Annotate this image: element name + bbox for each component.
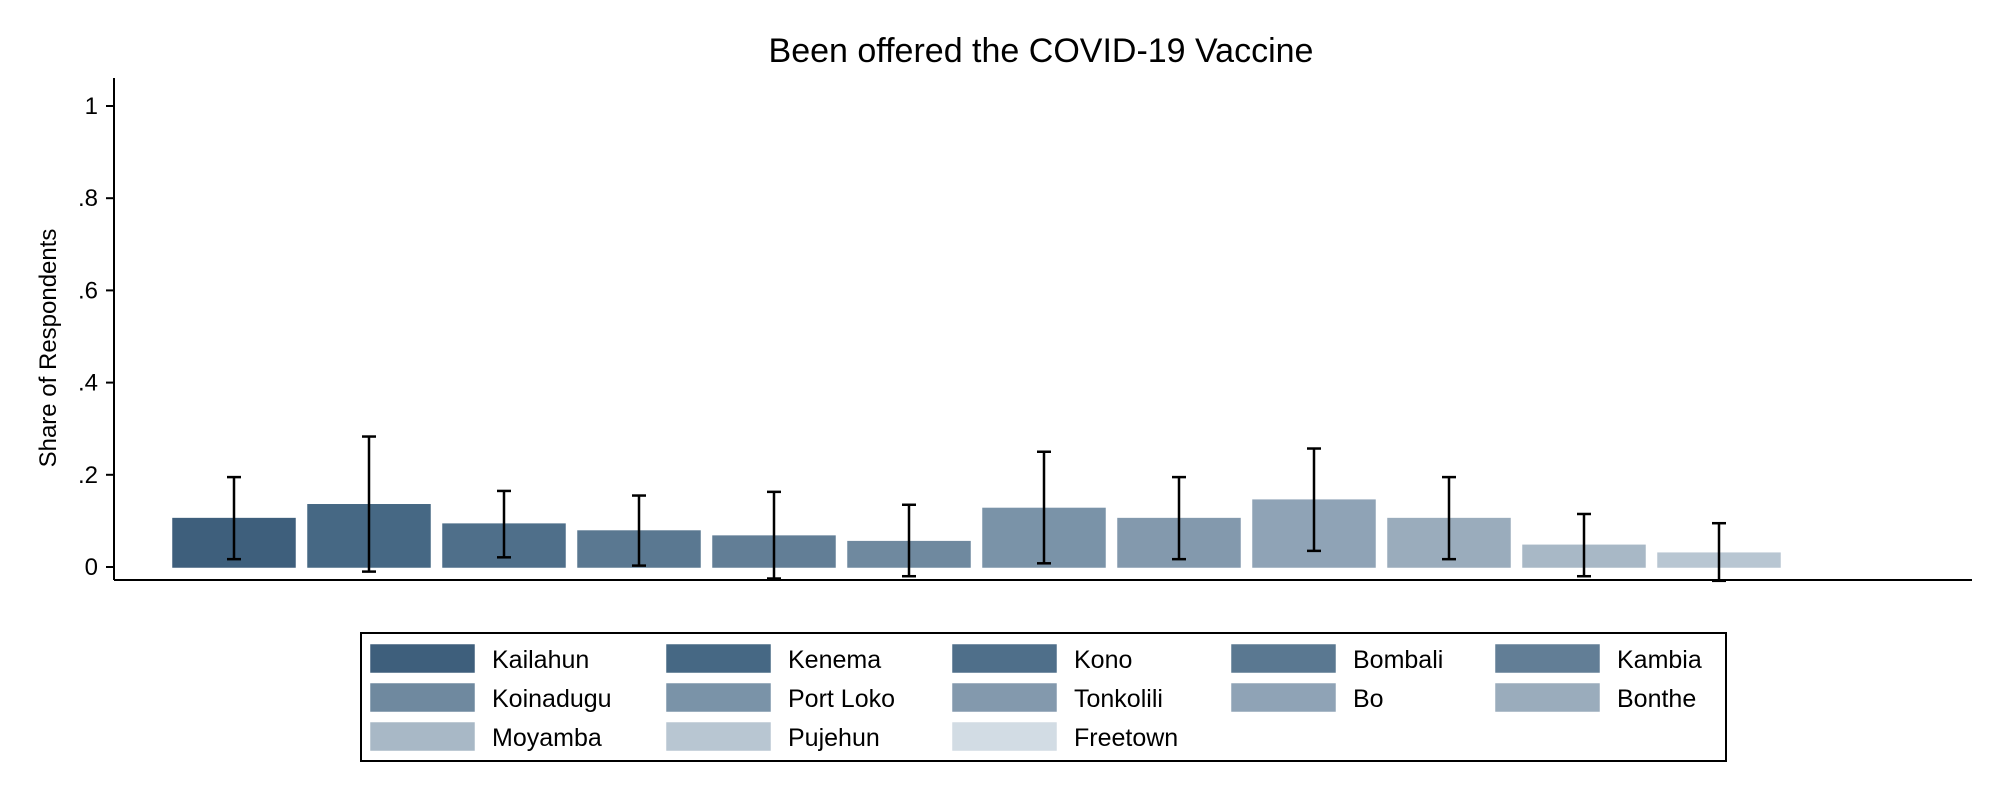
bars xyxy=(172,499,1781,568)
error-bars xyxy=(227,435,1726,583)
legend-swatch xyxy=(1231,683,1336,712)
error-bar-kailahun xyxy=(227,475,241,561)
y-tick-label: .4 xyxy=(78,370,98,397)
chart-title: Been offered the COVID-19 Vaccine xyxy=(769,32,1314,70)
legend-item-bonthe: Bonthe xyxy=(1495,683,1696,713)
legend-swatch xyxy=(1231,644,1336,673)
legend-item-kono: Kono xyxy=(952,644,1132,674)
legend-swatch xyxy=(952,722,1057,751)
legend-label: Koinadugu xyxy=(492,685,612,713)
legend-item-moyamba: Moyamba xyxy=(370,722,602,752)
legend-swatch xyxy=(666,722,771,751)
legend-label: Kono xyxy=(1074,646,1132,674)
legend-label: Bonthe xyxy=(1617,685,1696,713)
legend-label: Freetown xyxy=(1074,724,1178,752)
legend-swatch xyxy=(1495,644,1600,673)
error-bar-bombali xyxy=(632,494,646,567)
legend-label: Kenema xyxy=(788,646,881,674)
error-bar-moyamba xyxy=(1577,512,1591,578)
y-ticks: 0 .2 .4 .6 .8 1 xyxy=(78,93,114,581)
error-bar-kono xyxy=(497,489,511,559)
y-tick-label: .8 xyxy=(78,185,98,212)
legend-item-freetown: Freetown xyxy=(952,722,1178,752)
legend-item-tonkolili: Tonkolili xyxy=(952,683,1163,713)
legend-label: Bombali xyxy=(1353,646,1443,674)
legend-label: Kailahun xyxy=(492,646,589,674)
legend-item-koinadugu: Koinadugu xyxy=(370,683,612,713)
error-bar-kambia xyxy=(767,490,781,580)
error-bar-port-loko xyxy=(1037,450,1051,565)
legend-swatch xyxy=(952,683,1057,712)
legend: Kailahun Kenema Kono Bombali Kambia Koinadugu… xyxy=(370,644,1702,752)
legend-swatch xyxy=(952,644,1057,673)
legend-swatch xyxy=(1495,683,1600,712)
error-bar-tonkolili xyxy=(1172,475,1186,561)
error-bar-bonthe xyxy=(1442,475,1456,561)
legend-swatch xyxy=(370,644,475,673)
legend-label: Port Loko xyxy=(788,685,895,713)
legend-item-kailahun: Kailahun xyxy=(370,644,589,674)
legend-item-bo: Bo xyxy=(1231,683,1384,713)
legend-item-pujehun: Pujehun xyxy=(666,722,880,752)
legend-swatch xyxy=(666,644,771,673)
legend-item-bombali: Bombali xyxy=(1231,644,1443,674)
legend-item-kambia: Kambia xyxy=(1495,644,1702,674)
error-bar-koinadugu xyxy=(902,503,916,578)
legend-swatch xyxy=(370,683,475,712)
legend-label: Moyamba xyxy=(492,724,602,752)
error-bar-pujehun xyxy=(1712,521,1726,583)
legend-swatch xyxy=(666,683,771,712)
y-tick-label: 1 xyxy=(85,93,98,120)
legend-label: Pujehun xyxy=(788,724,880,752)
y-tick-label: .2 xyxy=(78,462,98,489)
legend-swatch xyxy=(370,722,475,751)
error-bar-bo xyxy=(1307,447,1321,553)
legend-label: Bo xyxy=(1353,685,1384,713)
y-axis-label: Share of Respondents xyxy=(35,229,62,468)
y-tick-label: 0 xyxy=(85,554,98,581)
legend-label: Kambia xyxy=(1617,646,1702,674)
legend-item-kenema: Kenema xyxy=(666,644,881,674)
y-tick-label: .6 xyxy=(78,277,98,304)
legend-item-port-loko: Port Loko xyxy=(666,683,895,713)
error-bar-kenema xyxy=(362,435,376,573)
legend-label: Tonkolili xyxy=(1074,685,1163,713)
